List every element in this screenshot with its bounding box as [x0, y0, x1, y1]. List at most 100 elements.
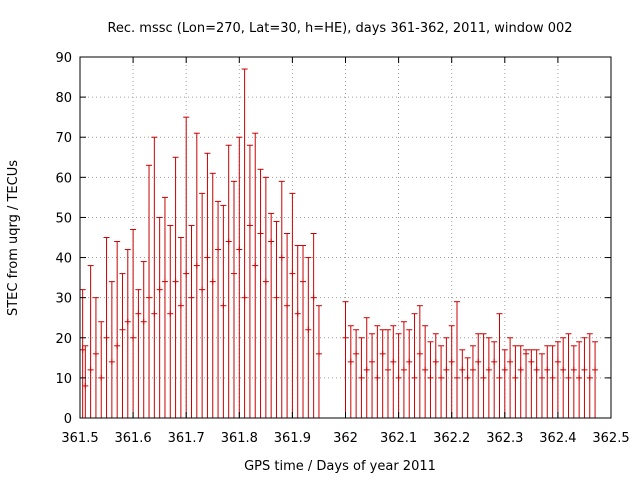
y-tick-label: 10 [55, 372, 72, 387]
error-bar-point [79, 289, 86, 418]
error-bar-point [310, 232, 317, 418]
error-bar-point [151, 136, 158, 418]
x-tick-label: 361.7 [168, 431, 205, 446]
x-tick-label: 361.8 [221, 431, 258, 446]
y-tick-label: 30 [55, 292, 72, 307]
error-bar-point [246, 144, 253, 418]
error-bar-point [257, 168, 264, 418]
y-tick-label: 70 [55, 131, 72, 146]
error-bar-point [87, 265, 94, 418]
error-bar-point [411, 313, 418, 418]
error-bar-point [236, 136, 243, 418]
y-axis-label: STEC from uqrg / TECUs [6, 160, 21, 316]
error-bar-point [188, 224, 195, 418]
error-bar-point [581, 337, 588, 418]
x-tick-label: 362.4 [539, 431, 576, 446]
error-bar-point [422, 325, 429, 418]
error-bar-point [268, 212, 275, 418]
error-bar-point [183, 116, 190, 418]
chart-title: Rec. mssc (Lon=270, Lat=30, h=HE), days … [107, 21, 572, 36]
error-bar-point [528, 349, 535, 418]
error-bar-point [172, 156, 179, 418]
error-bar-point [294, 245, 301, 418]
error-bar-point [512, 345, 519, 418]
error-bar-point [347, 325, 354, 418]
x-tick-label: 362 [333, 431, 358, 446]
x-tick-label: 361.9 [274, 431, 311, 446]
error-bar-point [592, 341, 599, 418]
error-bar-point [135, 289, 142, 418]
error-bar-point [230, 180, 237, 418]
error-bar-point [305, 257, 312, 418]
error-bar-point [220, 204, 227, 418]
error-bar-point [480, 333, 487, 418]
error-bar-point [395, 333, 402, 418]
error-bar-point [273, 220, 280, 418]
y-tick-label: 80 [55, 91, 72, 106]
error-bar-point [156, 216, 163, 418]
tick-layer: 0 10 20 30 40 50 60 70 80 90 361.5 361.6 361.7 361.8 3… [55, 51, 629, 446]
error-bar-point [108, 281, 115, 418]
error-bar-point [278, 180, 285, 418]
error-bar-point [167, 224, 174, 418]
error-bar-point [406, 329, 413, 418]
error-bar-point [342, 301, 349, 418]
error-bar-point [400, 321, 407, 418]
y-tick-label: 60 [55, 171, 72, 186]
error-bar-point [570, 345, 577, 418]
error-bar-point [576, 341, 583, 418]
error-bar-point [507, 337, 514, 418]
y-tick-label: 0 [64, 412, 72, 427]
error-bar-point [225, 144, 232, 418]
error-bar-point [124, 249, 131, 418]
error-bar-point [161, 196, 168, 418]
error-bar-point [284, 232, 291, 418]
error-bar-point [369, 333, 376, 418]
error-bar-point [98, 321, 105, 418]
error-bar-point [517, 345, 524, 418]
error-bar-point [358, 337, 365, 418]
error-bar-point [454, 301, 461, 418]
y-tick-label: 50 [55, 211, 72, 226]
error-bar-point [193, 132, 200, 418]
error-bar-point [119, 273, 126, 418]
error-bar-point [443, 337, 450, 418]
error-bar-point [544, 345, 551, 418]
error-bar-point [475, 333, 482, 418]
error-bar-point [565, 333, 572, 418]
error-bar-point [554, 341, 561, 418]
error-bar-point [448, 325, 455, 418]
x-tick-label: 361.6 [114, 431, 151, 446]
error-bar-point [82, 345, 89, 418]
y-tick-label: 20 [55, 332, 72, 347]
data-layer [79, 68, 599, 418]
error-bar-point [300, 245, 307, 418]
error-bar-point [114, 241, 121, 418]
error-bar-point [523, 349, 530, 418]
error-bar-point [464, 357, 471, 418]
error-bar-point [438, 345, 445, 418]
x-tick-label: 361.5 [61, 431, 98, 446]
error-bar-point [427, 341, 434, 418]
error-bar-point [262, 176, 269, 418]
error-bar-point [363, 317, 370, 418]
error-bar-point [374, 325, 381, 418]
error-bar-point [432, 333, 439, 418]
x-tick-label: 362.3 [486, 431, 523, 446]
error-bar-point [491, 341, 498, 418]
y-tick-label: 40 [55, 252, 72, 267]
error-bar-point [549, 345, 556, 418]
x-tick-label: 362.5 [592, 431, 629, 446]
error-bar-point [496, 313, 503, 418]
error-bar-point [379, 329, 386, 418]
x-tick-label: 362.2 [433, 431, 470, 446]
x-axis-label: GPS time / Days of year 2011 [244, 459, 436, 474]
error-bar-point [315, 305, 322, 418]
error-bar-point [586, 333, 593, 418]
error-bar-point [252, 132, 259, 418]
error-bar-point [353, 329, 360, 418]
error-bar-point [560, 337, 567, 418]
error-bar-point [92, 297, 99, 418]
